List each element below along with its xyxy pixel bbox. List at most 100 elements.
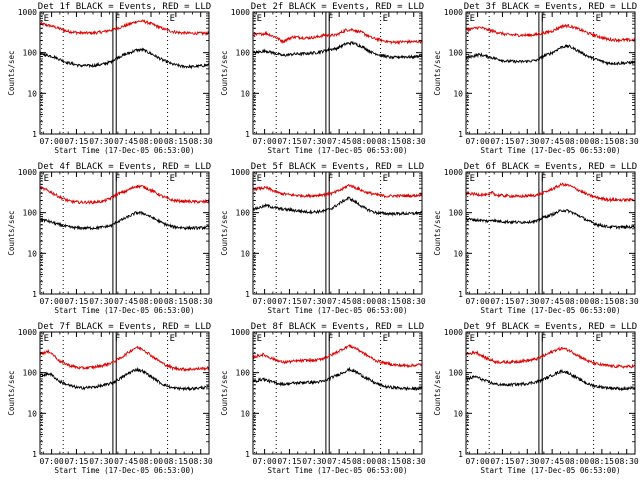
marker-label: F — [115, 334, 120, 344]
y-tick-label: 100 — [236, 49, 251, 58]
x-tick-label: 07:00 — [40, 457, 64, 466]
x-tick-label: 07:15 — [277, 137, 301, 146]
x-tick-label: 07:45 — [327, 457, 351, 466]
y-tick-label: 100 — [23, 49, 38, 58]
y-tick-label: 1 — [32, 130, 37, 139]
series-events-line — [252, 366, 423, 392]
x-tick-label: 07:30 — [302, 137, 326, 146]
panel-det-1: Det 1f BLACK = Events, RED = LLD E F E 1 10 10… — [7, 2, 213, 155]
x-tick-label: 07:45 — [114, 297, 138, 306]
series-lld-line — [465, 345, 636, 369]
x-tick-label: 08:00 — [565, 457, 589, 466]
x-tick-label: 07:30 — [89, 297, 113, 306]
marker-label: E — [383, 14, 388, 24]
x-tick-label: 08:15 — [164, 137, 188, 146]
marker-label: E — [170, 14, 175, 24]
x-tick-label: 07:00 — [466, 457, 490, 466]
x-tick-label: 07:30 — [302, 457, 326, 466]
y-tick-label: 10 — [453, 249, 463, 258]
marker-label: E — [470, 174, 475, 184]
x-tick-label: 07:30 — [89, 457, 113, 466]
x-tick-label: 07:30 — [515, 297, 539, 306]
marker-label: F — [541, 14, 546, 24]
x-tick-label: 07:45 — [540, 137, 564, 146]
y-axis-label: Counts/sec — [7, 210, 16, 255]
series-events-line — [39, 47, 210, 70]
x-tick-label: 08:30 — [402, 137, 426, 146]
y-tick-label: 10 — [27, 249, 37, 258]
x-axis-label: Start Time (17-Dec-05 06:53:00) — [481, 306, 621, 315]
marker-label: F — [328, 334, 333, 344]
marker-label: F — [541, 334, 546, 344]
x-tick-label: 07:15 — [277, 457, 301, 466]
x-tick-label: 08:00 — [565, 137, 589, 146]
x-tick-label: 08:15 — [590, 297, 614, 306]
panel-det-9: Det 9f BLACK = Events, RED = LLD E F E 1 10 10… — [433, 322, 639, 475]
panel-title: Det 2f BLACK = Events, RED = LLD — [251, 2, 424, 12]
series-lld-line — [39, 19, 210, 36]
marker-label: E — [383, 174, 388, 184]
marker-label: E — [470, 334, 475, 344]
y-tick-label: 10 — [453, 409, 463, 418]
y-tick-label: 100 — [23, 369, 38, 378]
plot-frame — [39, 11, 210, 135]
panel-det-6: Det 6f BLACK = Events, RED = LLD E F E 1 10 10… — [433, 162, 639, 315]
series-events-line — [465, 44, 636, 66]
y-tick-label: 1 — [458, 450, 463, 459]
panel-det-5: Det 5f BLACK = Events, RED = LLD E F E 1 10 10… — [220, 162, 426, 315]
series-lld-line — [465, 182, 636, 203]
y-tick-label: 1 — [245, 450, 250, 459]
x-tick-label: 07:45 — [540, 297, 564, 306]
x-tick-label: 08:00 — [139, 297, 163, 306]
series-events-line — [465, 368, 636, 392]
x-axis-label: Start Time (17-Dec-05 06:53:00) — [55, 466, 195, 475]
y-tick-label: 100 — [449, 49, 464, 58]
x-tick-label: 07:45 — [327, 297, 351, 306]
x-tick-label: 07:00 — [253, 297, 277, 306]
x-tick-label: 08:15 — [590, 457, 614, 466]
panel-title: Det 9f BLACK = Events, RED = LLD — [464, 322, 637, 332]
y-tick-label: 10 — [453, 89, 463, 98]
y-tick-label: 1000 — [231, 168, 250, 177]
x-tick-label: 07:15 — [490, 297, 514, 306]
x-tick-label: 08:00 — [352, 457, 376, 466]
x-tick-label: 08:30 — [615, 137, 639, 146]
x-tick-label: 08:00 — [352, 297, 376, 306]
y-tick-label: 1000 — [18, 168, 37, 177]
y-axis-label: Counts/sec — [433, 210, 442, 255]
x-tick-label: 08:15 — [164, 457, 188, 466]
panel-title: Det 1f BLACK = Events, RED = LLD — [38, 2, 211, 12]
x-tick-label: 08:30 — [189, 137, 213, 146]
y-tick-label: 1000 — [231, 8, 250, 17]
marker-label: F — [328, 14, 333, 24]
panel-title: Det 5f BLACK = Events, RED = LLD — [251, 162, 424, 172]
series-events-line — [465, 208, 636, 231]
y-tick-label: 100 — [449, 209, 464, 218]
panel-title: Det 8f BLACK = Events, RED = LLD — [251, 322, 424, 332]
x-tick-label: 08:30 — [189, 297, 213, 306]
y-axis-label: Counts/sec — [7, 50, 16, 95]
x-tick-label: 07:15 — [490, 137, 514, 146]
y-tick-label: 1000 — [444, 8, 463, 17]
plot-frame — [252, 11, 423, 135]
series-lld-line — [252, 27, 423, 45]
y-axis-label: Counts/sec — [433, 370, 442, 415]
x-tick-label: 07:15 — [277, 297, 301, 306]
y-tick-label: 1 — [32, 450, 37, 459]
plot-frame — [39, 171, 210, 295]
marker-label: F — [328, 174, 333, 184]
y-tick-label: 100 — [23, 209, 38, 218]
x-axis-label: Start Time (17-Dec-05 06:53:00) — [268, 466, 408, 475]
x-tick-label: 08:00 — [139, 137, 163, 146]
x-tick-label: 07:30 — [89, 137, 113, 146]
x-tick-label: 08:15 — [377, 297, 401, 306]
panel-det-8: Det 8f BLACK = Events, RED = LLD E F E 1 10 10… — [220, 322, 426, 475]
series-lld-line — [39, 184, 210, 205]
x-tick-label: 07:45 — [327, 137, 351, 146]
x-tick-label: 08:00 — [565, 297, 589, 306]
y-axis-label: Counts/sec — [7, 370, 16, 415]
y-tick-label: 100 — [236, 369, 251, 378]
x-axis-label: Start Time (17-Dec-05 06:53:00) — [481, 146, 621, 155]
series-lld-line — [39, 345, 210, 373]
